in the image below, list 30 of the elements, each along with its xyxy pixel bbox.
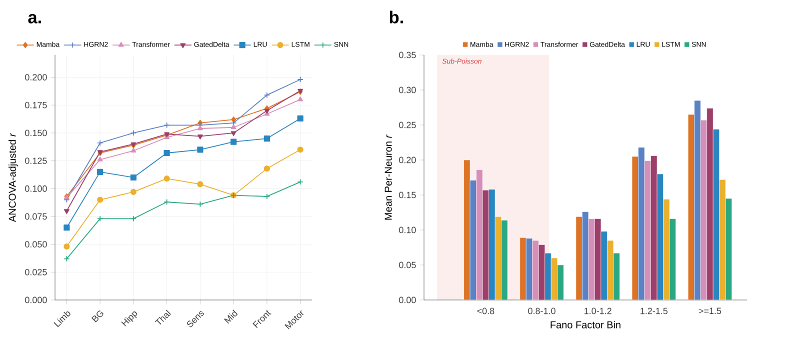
chart-title: a. — [28, 14, 41, 24]
y-tick-label: 0.200 — [25, 74, 47, 80]
x-tick-label: >=1.5 — [698, 308, 722, 314]
x-tick-label: BG — [91, 310, 104, 322]
y-tick-label: 0.100 — [25, 185, 47, 192]
y-tick-label: 0.000 — [25, 296, 47, 304]
y-tick-label: 0.15 — [399, 192, 416, 198]
x-tick-label: 0.8-1.0 — [528, 308, 556, 314]
y-tick-label: 0.075 — [25, 213, 47, 220]
y-tick-label: 0.175 — [25, 102, 47, 108]
y-axis-title: Mean Per-Neuron r — [384, 134, 392, 220]
y-tick-label: 0.20 — [399, 156, 416, 164]
y-tick-label: 0.125 — [25, 158, 47, 164]
y-tick-label: 0.025 — [25, 268, 47, 276]
y-tick-label: 0.10 — [399, 226, 416, 234]
x-tick-label: <0.8 — [477, 308, 494, 314]
y-tick-label: 0.00 — [399, 296, 416, 304]
y-axis-title: ANCOVA-adjusted r — [8, 132, 18, 222]
y-tick-label: 0.25 — [399, 122, 416, 128]
y-tick-label: 0.150 — [25, 130, 47, 136]
chart-title: b. — [390, 10, 403, 24]
x-tick-label: Mid — [224, 310, 238, 324]
y-tick-label: 0.30 — [399, 86, 416, 94]
x-tick-label: 1.0-1.2 — [584, 308, 612, 314]
x-axis-title: Fano Factor Bin — [550, 321, 620, 328]
y-tick-label: 0.35 — [399, 52, 416, 58]
y-tick-label: 0.05 — [399, 262, 416, 268]
y-tick-label: 0.050 — [25, 241, 47, 248]
x-tick-label: Thal — [154, 310, 172, 325]
x-tick-label: 1.2-1.5 — [640, 308, 668, 314]
